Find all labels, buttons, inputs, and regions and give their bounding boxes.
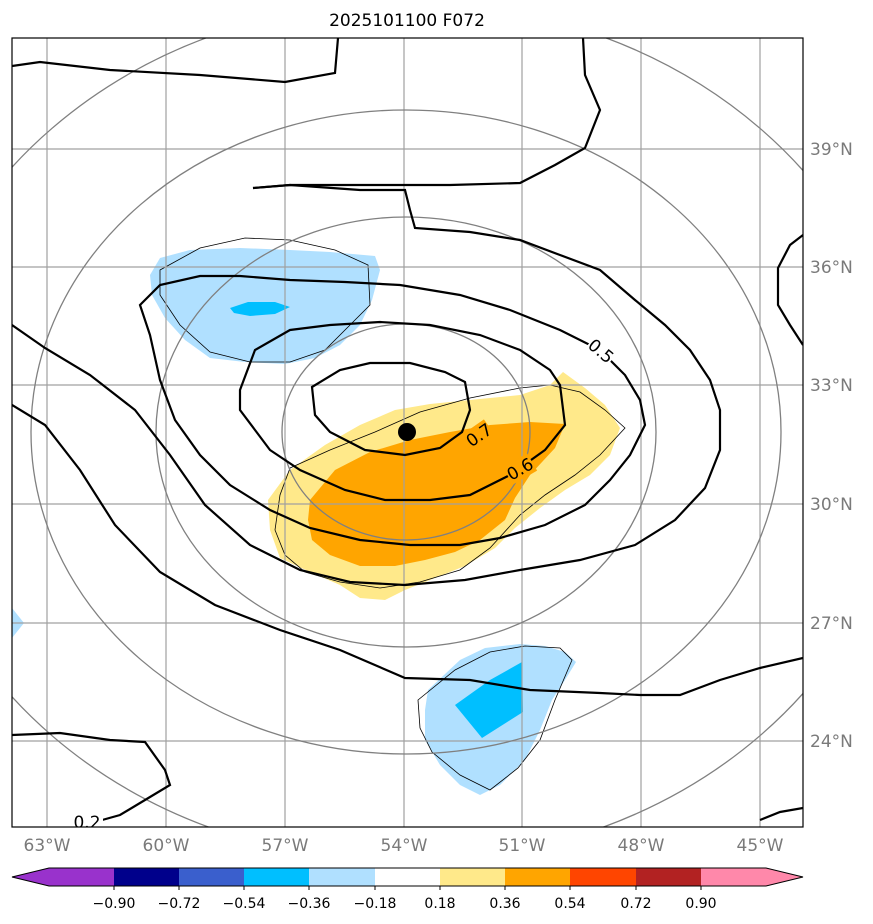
contour-0.5 [138,274,647,547]
colorbar-extend-low [12,868,49,886]
colorbar-segment-3 [179,868,244,886]
colorbar-segment-2 [114,868,179,886]
map-area: 0.7 0.6 0.5 0.2 [12,38,803,833]
storm-center-marker [398,423,416,441]
contour-0.4-north [252,38,602,190]
lon-label-63w: 63°W [24,836,71,856]
colorbar-segment-4 [244,868,309,886]
colorbar-tick-label: 0.18 [424,896,455,912]
longitude-labels: 63°W 60°W 57°W 54°W 51°W 48°W 45°W [24,836,784,856]
colorbar-tick-label: 0.90 [685,896,716,912]
thin-contour-south [417,645,573,791]
colorbar-outline [11,867,804,887]
colorbar-segment-1 [49,868,114,886]
colorbar-tick-label: −0.54 [223,896,266,912]
thin-contour-nw [159,237,371,363]
lon-label-57w: 57°W [262,836,309,856]
map-frame [11,37,804,828]
strong-negative-spot-south [455,662,523,738]
colorbar-segment-7 [440,868,505,886]
latitude-labels: 39°N 36°N 33°N 30°N 27°N 24°N [810,140,853,752]
lon-label-60w: 60°W [143,836,190,856]
lon-label-51w: 51°W [499,836,546,856]
colorbar-tick-label: −0.90 [93,896,136,912]
colorbar-segment-6 [375,868,440,886]
bold-contours [12,38,803,824]
shaded-anomaly-fields [12,237,626,795]
colorbar-tick-label: −0.36 [288,896,331,912]
contour-0.4 [12,183,722,587]
lat-label-33n: 33°N [810,376,853,396]
range-ring-3 [30,109,782,755]
lat-label-30n: 30°N [810,495,853,515]
contour-0.5-north [12,38,340,84]
contour-0.3 [12,404,803,697]
strong-positive-anomaly-area [308,422,565,566]
contour-0.2 [12,731,172,824]
colorbar-segment-5 [309,868,375,886]
contour-0.7 [310,361,472,457]
colorbar: −0.90 −0.72 −0.54 −0.36 −0.18 0.18 0.36 … [11,867,804,912]
colorbar-segment-8 [505,868,570,886]
contour-southeast [759,806,803,822]
colorbar-tick-label: 0.36 [489,896,520,912]
lat-label-36n: 36°N [810,258,853,278]
colorbar-extend-high [766,868,803,886]
range-ring-2 [155,216,657,648]
colorbar-tick-label: 0.72 [620,896,651,912]
strong-negative-spot-nw [230,302,290,316]
contour-east-edge [776,234,803,346]
lon-label-48w: 48°W [618,836,665,856]
colorbar-segment-10 [636,868,701,886]
contour-0.6 [238,320,567,502]
colorbar-tick-label: 0.54 [554,896,585,912]
lat-label-27n: 27°N [810,614,853,634]
lat-label-39n: 39°N [810,140,853,160]
colorbar-tick-label: −0.72 [158,896,201,912]
lon-label-45w: 45°W [737,836,784,856]
colorbar-tick-label: −0.18 [354,896,397,912]
figure-title: 2025101100 F072 [329,11,485,31]
contour-label-0.2: 0.2 [73,813,100,833]
lon-label-54w: 54°W [381,836,428,856]
colorbar-segment-9 [570,868,636,886]
colorbar-segment-11 [701,868,766,886]
lat-label-24n: 24°N [810,732,853,752]
thin-contour-positive [274,384,626,589]
